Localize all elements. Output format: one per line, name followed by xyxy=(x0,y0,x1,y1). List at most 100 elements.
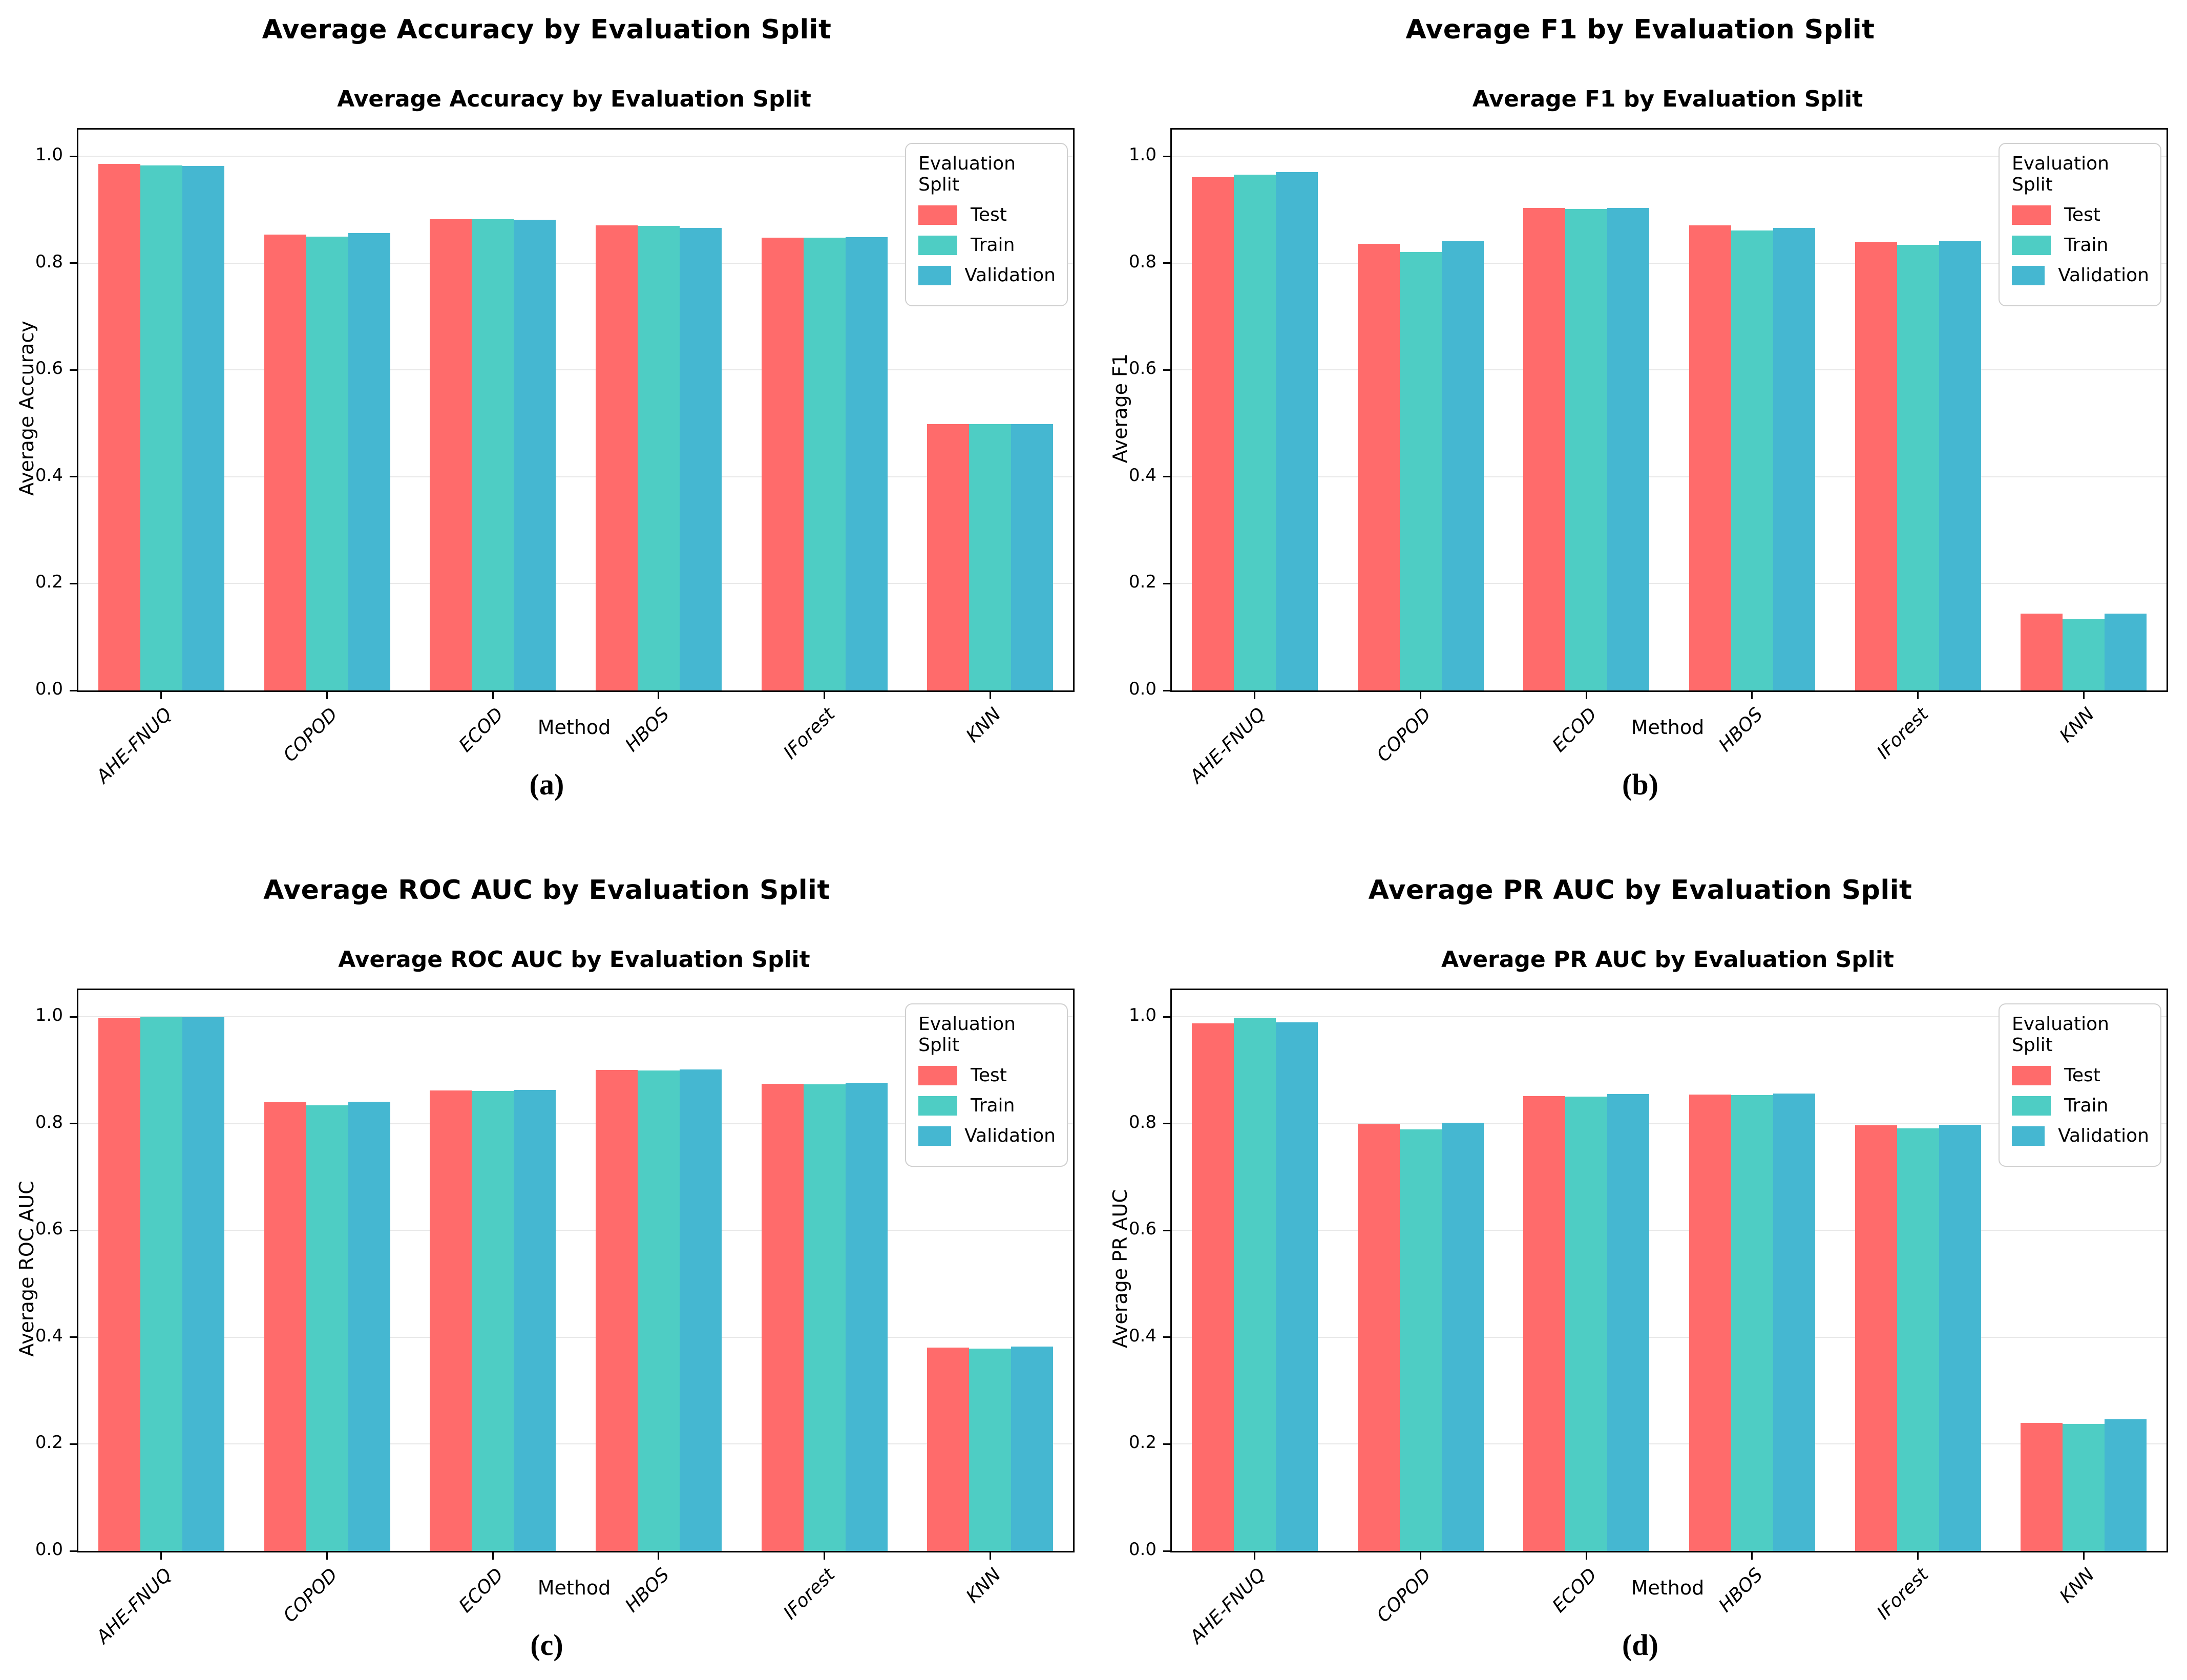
legend-entry-test: Test xyxy=(2012,204,2149,225)
x-tick-mark xyxy=(326,1552,328,1560)
bar xyxy=(679,227,722,690)
bar xyxy=(306,1105,348,1551)
bar xyxy=(98,1018,140,1551)
y-tick-mark xyxy=(70,1336,77,1338)
bar xyxy=(2063,619,2105,690)
bar xyxy=(637,1070,680,1551)
x-tick-mark xyxy=(658,692,660,699)
legend-label-test: Test xyxy=(971,204,1007,225)
legend-label-validation: Validation xyxy=(2058,265,2149,286)
y-tick-mark xyxy=(70,262,77,264)
legend-swatch-train xyxy=(918,1096,957,1116)
legend-label-train: Train xyxy=(2064,235,2109,256)
x-tick-mark xyxy=(824,1552,825,1560)
bar xyxy=(140,1017,182,1551)
x-tick-mark xyxy=(1254,692,1256,699)
y-tick-label: 0.0 xyxy=(1128,679,1156,699)
bar xyxy=(1939,241,1981,690)
y-tick-mark xyxy=(1163,1016,1170,1018)
bar xyxy=(679,1069,722,1551)
bar xyxy=(98,163,140,690)
y-tick-label: 0.8 xyxy=(1128,251,1156,272)
legend-label-test: Test xyxy=(971,1065,1007,1086)
legend-entry-validation: Validation xyxy=(918,1125,1056,1146)
legend-label-test: Test xyxy=(2064,1065,2100,1086)
bar xyxy=(1897,245,1939,690)
y-tick-label: 0.4 xyxy=(1128,1325,1156,1346)
bar xyxy=(845,237,888,690)
y-tick-mark xyxy=(1163,1443,1170,1445)
legend-entry-train: Train xyxy=(918,1095,1056,1116)
bar xyxy=(1275,172,1318,690)
bar xyxy=(472,1091,514,1551)
legend-swatch-validation xyxy=(918,265,952,285)
x-tick-mark xyxy=(326,692,328,699)
bar xyxy=(1275,1022,1318,1551)
gridline xyxy=(1172,1336,2167,1338)
bar xyxy=(2105,613,2147,690)
bar xyxy=(264,1102,306,1551)
y-tick-label: 0.8 xyxy=(35,251,63,272)
x-tick-mark xyxy=(1585,692,1587,699)
legend-entry-validation: Validation xyxy=(918,265,1056,286)
bar xyxy=(969,1348,1012,1551)
y-tick-mark xyxy=(70,369,77,371)
legend-entry-test: Test xyxy=(918,1065,1056,1086)
x-tick-mark xyxy=(1420,692,1421,699)
bar xyxy=(430,219,472,690)
y-tick-label: 0.4 xyxy=(35,1325,63,1346)
y-tick-label: 1.0 xyxy=(1128,144,1156,165)
panel-outer-title: Average PR AUC by Evaluation Split xyxy=(1368,875,1912,906)
x-axis-label: Method xyxy=(537,716,611,739)
bar xyxy=(514,220,556,690)
bar xyxy=(2021,613,2063,690)
x-tick-mark xyxy=(2083,1552,2085,1560)
bar xyxy=(761,237,804,690)
y-axis-label: Average ROC AUC xyxy=(15,1181,38,1357)
bar xyxy=(927,424,970,690)
y-tick-mark xyxy=(1163,1336,1170,1338)
y-tick-mark xyxy=(1163,1123,1170,1125)
panel-roc-auc: Average ROC AUC by Evaluation Split Aver… xyxy=(0,860,1094,1680)
panel-caption: (d) xyxy=(1622,1628,1658,1662)
bar xyxy=(306,236,348,690)
plot-area: 0.0 0.2 0.4 0.6 0.8 1.0 AHE-FNUQ COPOD ECOD HBOS I… xyxy=(35,128,1075,787)
legend-swatch-validation xyxy=(2012,1126,2045,1146)
bar xyxy=(761,1083,804,1551)
y-tick-label: 1.0 xyxy=(1128,1005,1156,1026)
y-axis-label: Average PR AUC xyxy=(1109,1189,1131,1348)
y-tick-label: 0.2 xyxy=(1128,572,1156,593)
y-tick-mark xyxy=(1163,155,1170,157)
bar xyxy=(1011,424,1054,690)
bar xyxy=(182,165,224,690)
y-tick-label: 0.2 xyxy=(35,1432,63,1453)
legend-label-train: Train xyxy=(971,1095,1015,1116)
legend-entry-test: Test xyxy=(2012,1065,2149,1086)
y-tick-label: 0.6 xyxy=(35,1219,63,1240)
x-tick-mark xyxy=(492,692,494,699)
bar xyxy=(1607,1094,1650,1551)
plot-area: 0.0 0.2 0.4 0.6 0.8 1.0 AHE-FNUQ COPOD ECOD HBOS I… xyxy=(1129,128,2168,787)
x-tick-mark xyxy=(1585,1552,1587,1560)
bar xyxy=(1565,1096,1608,1551)
panel-outer-title: Average F1 by Evaluation Split xyxy=(1405,14,1875,45)
x-tick-mark xyxy=(2083,692,2085,699)
legend-entry-train: Train xyxy=(2012,1095,2149,1116)
y-tick-label: 1.0 xyxy=(35,1005,63,1026)
panel-caption: (b) xyxy=(1622,768,1658,801)
gridline xyxy=(78,1336,1073,1338)
gridline xyxy=(1172,262,2167,264)
gridline xyxy=(1172,583,2167,584)
bar xyxy=(1773,227,1815,690)
x-tick-mark xyxy=(989,1552,991,1560)
bar xyxy=(1607,208,1650,690)
bar xyxy=(1939,1124,1981,1551)
bar xyxy=(1233,174,1276,690)
bar xyxy=(348,233,390,690)
legend-swatch-test xyxy=(2012,1065,2051,1085)
panel-outer-title: Average Accuracy by Evaluation Split xyxy=(262,14,832,45)
legend-swatch-test xyxy=(918,205,957,225)
bar xyxy=(927,1347,970,1551)
bar xyxy=(348,1101,390,1551)
y-tick-mark xyxy=(1163,582,1170,584)
